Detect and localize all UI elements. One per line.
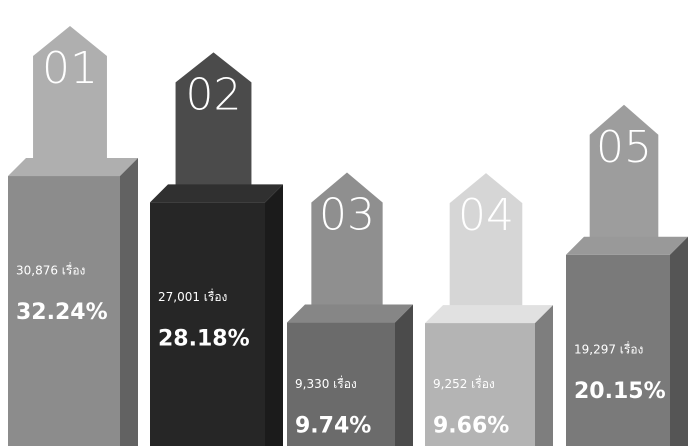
bar-side xyxy=(120,158,138,446)
bar-side xyxy=(395,305,413,446)
count-label: 27,001 เรื่อง xyxy=(158,288,227,304)
bar-top xyxy=(425,305,553,323)
count-label: 9,252 เรื่อง xyxy=(433,375,495,391)
category-number: 02 xyxy=(186,69,242,120)
category-number: 05 xyxy=(596,122,652,173)
bar xyxy=(150,202,265,446)
bar-side xyxy=(670,237,688,446)
bar-top xyxy=(287,305,413,323)
count-label: 9,330 เรื่อง xyxy=(295,375,357,391)
category-number: 01 xyxy=(42,43,98,94)
bar-side xyxy=(535,305,553,446)
count-label: 19,297 เรื่อง xyxy=(574,340,643,356)
infographic: 01 30,876 เรื่อง 32.24% 02 27,001 เรื่อง 28.1… xyxy=(0,0,688,446)
percent-label: 32.24% xyxy=(16,300,108,325)
percent-label: 28.18% xyxy=(158,326,250,351)
percent-label: 20.15% xyxy=(574,379,666,404)
percent-label: 9.66% xyxy=(433,414,509,439)
bar-side xyxy=(265,184,283,446)
category-number: 03 xyxy=(319,190,375,241)
bar-top xyxy=(8,158,138,176)
percent-label: 9.74% xyxy=(295,413,371,438)
count-label: 30,876 เรื่อง xyxy=(16,262,85,278)
bar-top xyxy=(566,237,688,255)
bar-top xyxy=(150,184,283,202)
category-number: 04 xyxy=(458,190,514,241)
